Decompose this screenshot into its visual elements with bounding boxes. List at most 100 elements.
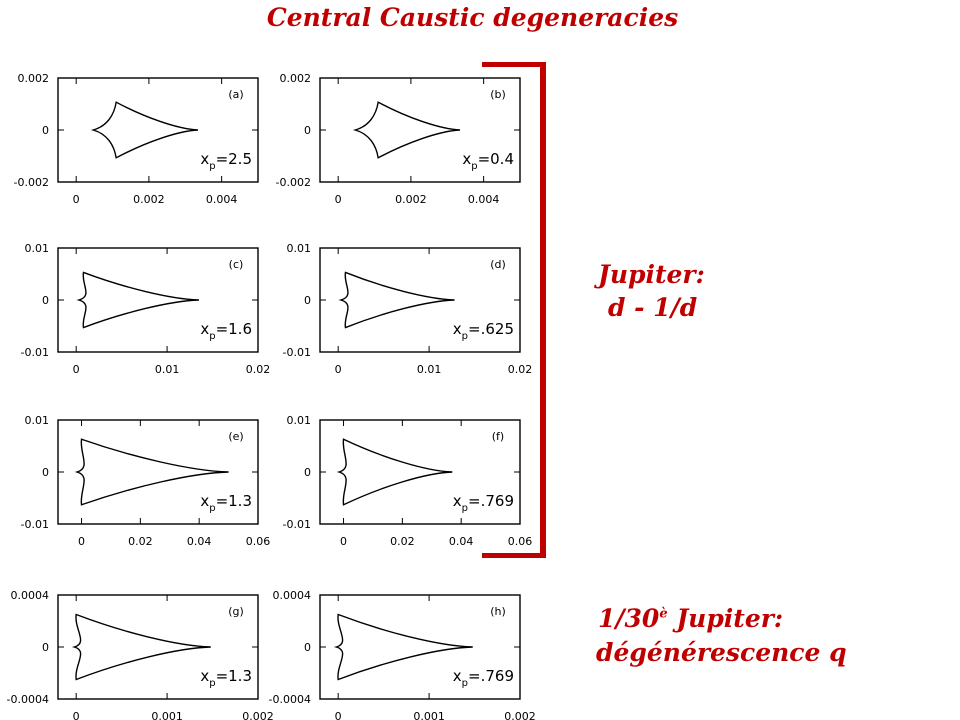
y-tick-label: 0.002 bbox=[18, 72, 50, 85]
caustic-curve bbox=[333, 613, 473, 681]
y-tick-label: 0.01 bbox=[25, 242, 50, 255]
small-ratio: 1/30 bbox=[598, 604, 660, 633]
x-tick-label: 0 bbox=[340, 535, 347, 548]
caustic-curve bbox=[338, 271, 455, 329]
x-tick-label: 0.06 bbox=[246, 535, 271, 548]
caustic-curve bbox=[352, 101, 461, 159]
y-tick-label: -0.01 bbox=[283, 346, 311, 359]
panel-g: 0 0.001 0.002 0.0004 0 -0.0004 (g) xp=1.3 bbox=[7, 589, 274, 720]
x-tick-label: 0.06 bbox=[508, 535, 533, 548]
panel-letter: (a) bbox=[228, 88, 243, 101]
y-tick-label: -0.01 bbox=[21, 346, 49, 359]
x-tick-label: 0.04 bbox=[449, 535, 474, 548]
x-tick-label: 0.02 bbox=[390, 535, 415, 548]
panel-letter: (b) bbox=[490, 88, 506, 101]
xp-label: xp=2.5 bbox=[200, 150, 252, 172]
xp-label: xp=0.4 bbox=[462, 150, 514, 172]
y-tick-label: 0.01 bbox=[287, 414, 312, 427]
y-tick-label: 0 bbox=[42, 466, 49, 479]
panel-c: 0 0.01 0.02 0.01 0 -0.01 (c) xp=1.6 bbox=[21, 242, 271, 376]
y-tick-label: 0.01 bbox=[25, 414, 50, 427]
panel-letter: (d) bbox=[490, 258, 506, 271]
page-title: Central Caustic degeneracies bbox=[266, 3, 679, 32]
xp-subscript: p bbox=[462, 503, 468, 514]
x-tick-label: 0.002 bbox=[133, 193, 165, 206]
y-tick-label: 0 bbox=[42, 124, 49, 137]
x-tick-label: 0.01 bbox=[417, 363, 442, 376]
xp-symbol: x bbox=[200, 492, 209, 510]
bracket-top bbox=[482, 62, 544, 67]
xp-value: =1.6 bbox=[216, 320, 252, 338]
caustic-curve bbox=[336, 438, 453, 506]
xp-value: =2.5 bbox=[216, 150, 252, 168]
small-degeneracy: dégénérescence q bbox=[596, 638, 847, 667]
bracket-vertical bbox=[540, 62, 546, 558]
xp-label: xp=1.3 bbox=[200, 492, 252, 514]
xp-symbol: x bbox=[453, 320, 462, 338]
x-tick-label: 0.004 bbox=[468, 193, 500, 206]
panel-letter: (h) bbox=[490, 605, 506, 618]
xp-label: xp=.769 bbox=[453, 492, 514, 514]
xp-symbol: x bbox=[200, 150, 209, 168]
x-tick-label: 0 bbox=[335, 363, 342, 376]
xp-symbol: x bbox=[453, 667, 462, 685]
panel-letter: (c) bbox=[229, 258, 244, 271]
xp-label: xp=1.6 bbox=[200, 320, 252, 342]
caustic-curve bbox=[71, 613, 211, 681]
x-tick-label: 0.02 bbox=[246, 363, 271, 376]
x-tick-label: 0 bbox=[335, 710, 342, 720]
xp-subscript: p bbox=[209, 678, 215, 689]
panel-letter: (f) bbox=[492, 430, 504, 443]
panel-b: 0 0.002 0.004 0.002 0 -0.002 (b) xp=0.4 bbox=[276, 72, 521, 206]
xp-subscript: p bbox=[471, 161, 477, 172]
small-jupiter: Jupiter: bbox=[667, 604, 784, 633]
jupiter-label: Jupiter: bbox=[598, 260, 705, 289]
panel-a: 0 0.002 0.004 0.002 0 -0.002 (a) xp=2.5 bbox=[14, 72, 259, 206]
x-tick-label: 0.002 bbox=[242, 710, 274, 720]
xp-value: =.769 bbox=[468, 492, 514, 510]
xp-value: =0.4 bbox=[478, 150, 514, 168]
panel-h: 0 0.001 0.002 0.0004 0 -0.0004 (h) xp=.769 bbox=[269, 589, 536, 720]
x-tick-label: 0 bbox=[78, 535, 85, 548]
y-tick-label: 0 bbox=[304, 641, 311, 654]
y-tick-label: -0.0004 bbox=[7, 693, 49, 706]
xp-subscript: p bbox=[462, 678, 468, 689]
bracket-bottom bbox=[482, 553, 544, 558]
x-tick-label: 0.002 bbox=[395, 193, 427, 206]
xp-symbol: x bbox=[200, 667, 209, 685]
y-tick-label: 0 bbox=[304, 294, 311, 307]
small-planet-label: 1/30è Jupiter: bbox=[598, 604, 783, 633]
x-tick-label: 0.01 bbox=[155, 363, 180, 376]
xp-symbol: x bbox=[453, 492, 462, 510]
xp-subscript: p bbox=[209, 331, 215, 342]
panel-e: 0 0.02 0.04 0.06 0.01 0 -0.01 (e) xp=1.3 bbox=[21, 414, 271, 548]
x-tick-label: 0.002 bbox=[504, 710, 536, 720]
xp-value: =.769 bbox=[468, 667, 514, 685]
y-tick-label: 0 bbox=[304, 124, 311, 137]
xp-label: xp=.625 bbox=[453, 320, 514, 342]
panel-d: 0 0.01 0.02 0.01 0 -0.01 (d) xp=.625 bbox=[283, 242, 533, 376]
x-tick-label: 0 bbox=[73, 710, 80, 720]
y-tick-label: 0 bbox=[42, 641, 49, 654]
xp-symbol: x bbox=[200, 320, 209, 338]
xp-label: xp=1.3 bbox=[200, 667, 252, 689]
xp-subscript: p bbox=[209, 161, 215, 172]
x-tick-label: 0.02 bbox=[128, 535, 153, 548]
x-tick-label: 0.04 bbox=[187, 535, 212, 548]
y-tick-label: -0.002 bbox=[276, 176, 311, 189]
panel-letter: (e) bbox=[228, 430, 243, 443]
jupiter-relation: d - 1/d bbox=[608, 293, 698, 322]
x-tick-label: 0 bbox=[335, 193, 342, 206]
x-tick-label: 0.02 bbox=[508, 363, 533, 376]
y-tick-label: -0.002 bbox=[14, 176, 49, 189]
xp-subscript: p bbox=[462, 331, 468, 342]
y-tick-label: -0.01 bbox=[21, 518, 49, 531]
y-tick-label: 0 bbox=[42, 294, 49, 307]
y-tick-label: 0.01 bbox=[287, 242, 312, 255]
caustic-curve bbox=[90, 101, 199, 159]
xp-value: =1.3 bbox=[216, 492, 252, 510]
y-tick-label: 0.0004 bbox=[273, 589, 312, 602]
xp-subscript: p bbox=[209, 503, 215, 514]
caustic-curve bbox=[76, 271, 199, 329]
